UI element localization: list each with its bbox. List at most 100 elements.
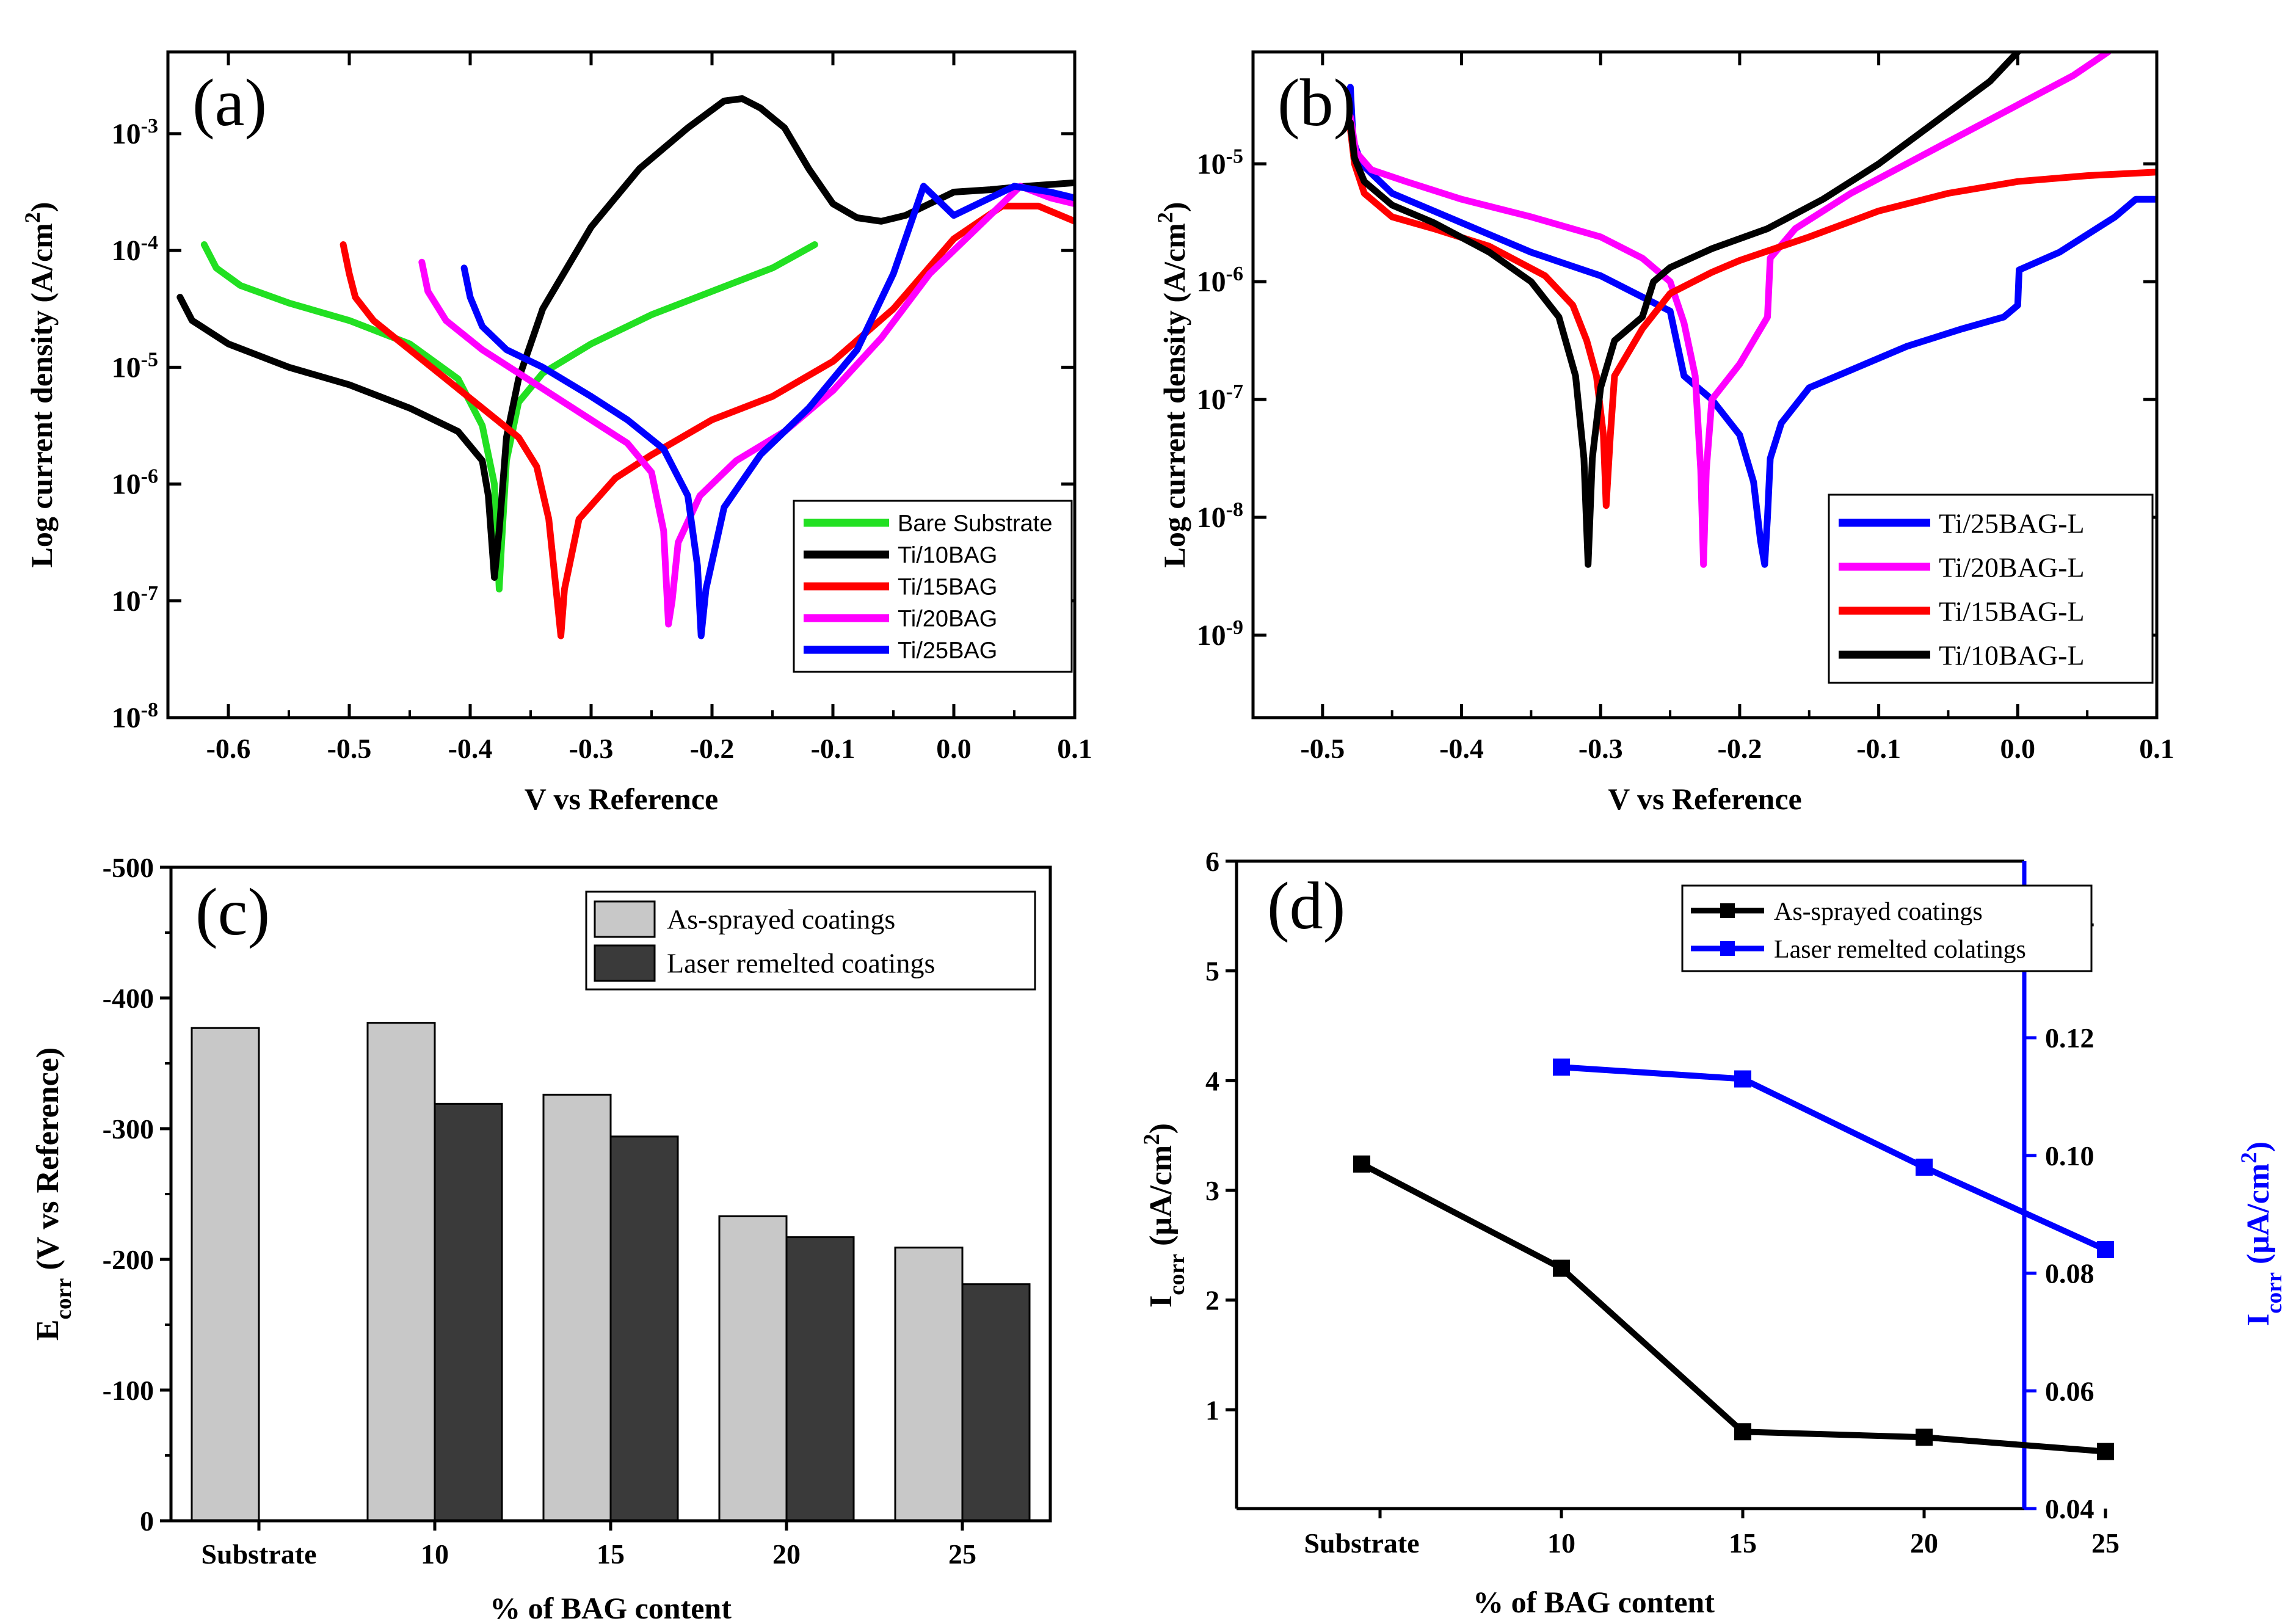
x-axis-label: V vs Reference (1608, 782, 1801, 816)
legend-label: Ti/15BAG (898, 575, 997, 600)
y-axis-label: Log current density (A/cm2) (20, 202, 59, 568)
series-line-3 (340, 202, 1075, 639)
x-tick-label: -0.5 (1300, 733, 1345, 764)
series-line-2 (1346, 52, 2112, 568)
legend-label: Ti/15BAG-L (1939, 596, 2085, 627)
x-tick-label: Substrate (201, 1538, 316, 1570)
chart-d: 1234560.040.060.080.100.120.14Substrate1… (1139, 846, 2287, 1619)
y-tick-label: 10-4 (112, 231, 158, 268)
x-tick-label: 0.0 (936, 733, 972, 764)
series-marker-as-sprayed (1353, 1155, 1370, 1173)
y-axis-label: Ecorr (V vs Reference) (31, 1047, 76, 1341)
y-tick-label: 10-8 (1197, 498, 1243, 534)
x-tick-label: -0.4 (1439, 733, 1484, 764)
y-tick-label: 10-7 (1197, 381, 1243, 417)
x-tick-label: 20 (772, 1538, 801, 1570)
x-tick-label: 20 (1910, 1528, 1938, 1559)
panel-label: (c) (195, 875, 270, 949)
panel-label: (d) (1267, 868, 1345, 943)
bar-laser-remelted-25 (961, 1283, 1031, 1522)
y-right-axis-label: Icorr (μA/cm2) (2237, 1142, 2287, 1326)
y-right-tick-label: 0.04 (2045, 1493, 2094, 1524)
y-tick-label: 10-7 (112, 581, 158, 617)
x-tick-label: -0.2 (690, 733, 735, 764)
x-axis-label: % of BAG content (1473, 1585, 1715, 1619)
y-tick-label: -300 (103, 1113, 154, 1145)
y-left-tick-label: 3 (1205, 1175, 1219, 1206)
series-marker-as-sprayed (1734, 1423, 1751, 1441)
series-marker-laser-remelted (1553, 1058, 1570, 1076)
y-tick-label: 10-6 (1197, 263, 1243, 299)
x-tick-label: 25 (948, 1538, 976, 1570)
x-tick-label: 0.1 (2139, 733, 2174, 764)
legend-label: Ti/25BAG (898, 638, 997, 664)
legend-label: Ti/20BAG (898, 606, 997, 632)
y-tick-label: -100 (103, 1375, 154, 1406)
x-tick-label: Substrate (1304, 1528, 1419, 1559)
x-tick-label: -0.4 (448, 733, 493, 764)
series-group (1346, 52, 2157, 568)
series-line-5 (460, 183, 1075, 639)
series-marker-as-sprayed (1916, 1429, 1933, 1446)
legend-swatch (594, 900, 656, 938)
y-tick-label: 10-6 (112, 465, 158, 501)
legend-marker (1720, 903, 1735, 918)
legend-box (1681, 884, 2093, 972)
y-tick-label: 10-8 (112, 699, 158, 735)
panel-label: (b) (1277, 65, 1356, 140)
y-tick-label: 0 (140, 1506, 154, 1537)
series-line-4 (418, 183, 1075, 628)
legend-label: Ti/25BAG-L (1939, 508, 2085, 539)
y-left-tick-label: 5 (1205, 956, 1219, 987)
y-left-tick-label: 4 (1205, 1065, 1219, 1096)
y-right-tick-label: 0.10 (2045, 1140, 2094, 1171)
legend-label: Ti/20BAG-L (1939, 552, 2085, 583)
x-tick-label: -0.1 (811, 733, 856, 764)
chart-c: Substrate 10 15 20 25 0 -100 -200 -300 -400 -500 % … (31, 852, 1052, 1624)
y-tick-label: 10-9 (1197, 616, 1243, 652)
x-tick-label: 10 (1547, 1528, 1575, 1559)
x-tick-label: 15 (597, 1538, 625, 1570)
x-tick-label: -0.3 (1579, 733, 1623, 764)
series-line-as-sprayed (1360, 1161, 2106, 1455)
bar-as-sprayed-20 (718, 1215, 788, 1522)
series-line-1 (1346, 84, 2157, 568)
series-line-2 (176, 95, 1075, 581)
x-tick-label: 10 (421, 1538, 449, 1570)
legend-swatch (594, 944, 656, 982)
series-line-3 (1346, 125, 2157, 509)
y-left-tick-label: 1 (1205, 1394, 1219, 1426)
x-tick-label: -0.2 (1718, 733, 1762, 764)
x-tick-label: 0.0 (2000, 733, 2036, 764)
legend-label: As-sprayed coatings (1774, 898, 1983, 926)
y-axis-label: Log current density (A/cm2) (1153, 202, 1191, 568)
series-line-1 (200, 241, 818, 593)
y-tick-label: -200 (103, 1244, 154, 1275)
bar-laser-remelted-10 (434, 1102, 503, 1522)
plot-frame (166, 50, 1077, 719)
series-line-laser-remelted (1561, 1064, 2107, 1253)
chart-b: -0.5 -0.4 -0.3 -0.2 -0.1 0.0 0.1 10-9 10-8 10-7 10… (1153, 50, 2174, 816)
y-right-tick-label: 0.06 (2045, 1375, 2094, 1407)
legend-label: Ti/10BAG (898, 543, 997, 569)
y-left-tick-label: 6 (1205, 846, 1219, 877)
y-left-tick-label: 2 (1205, 1285, 1219, 1316)
bar-laser-remelted-20 (785, 1236, 855, 1522)
bar-as-sprayed-25 (894, 1247, 964, 1522)
panel-label: (a) (192, 65, 267, 140)
bar-as-sprayed-15 (542, 1093, 612, 1522)
legend-box (585, 890, 1036, 991)
series-marker-laser-remelted (1734, 1070, 1751, 1088)
y-tick-label: 10-3 (112, 114, 158, 150)
y-left-axis-label: Icorr (μA/cm2) (1139, 1123, 1190, 1308)
plot-frame (1251, 50, 2159, 719)
x-tick-label: -0.6 (206, 733, 251, 764)
series-marker-laser-remelted (1916, 1159, 1933, 1176)
legend-label: Bare Substrate (898, 511, 1052, 537)
series-marker-as-sprayed (2097, 1443, 2114, 1460)
bar-as-sprayed-10 (366, 1022, 436, 1522)
x-tick-label: -0.1 (1856, 733, 1901, 764)
x-axis-label: % of BAG content (490, 1591, 732, 1624)
series-marker-laser-remelted (2097, 1241, 2114, 1258)
